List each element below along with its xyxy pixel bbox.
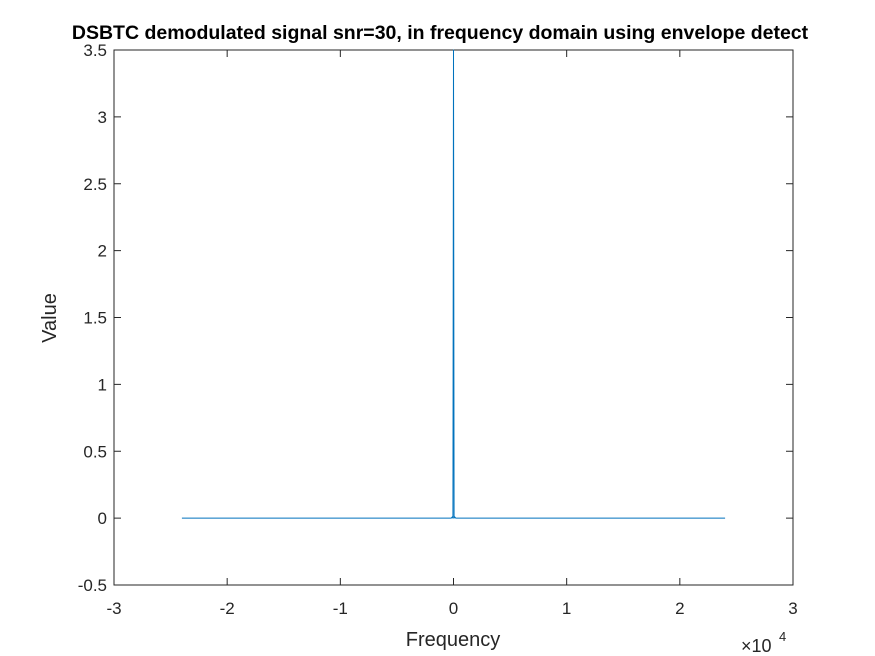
x-tick-label: 2 <box>675 599 684 618</box>
y-tick-label: 2.5 <box>83 175 107 194</box>
y-axis-label: Value <box>39 293 61 343</box>
x-tick-label: -1 <box>333 599 348 618</box>
x-tick-label: -3 <box>106 599 121 618</box>
x-tick-label: 1 <box>562 599 571 618</box>
y-tick-label: 0 <box>98 509 107 528</box>
plot-area: -0.5 0 0.5 1 1.5 2 2.5 3 3.5 -3 -2 -1 0 1 2 3 <box>78 41 798 618</box>
x-axis-ticks: -3 -2 -1 0 1 2 3 <box>106 50 798 618</box>
y-tick-label: 3 <box>98 108 107 127</box>
x-exponent-base: ×10 <box>741 636 772 656</box>
series-layer <box>181 49 726 519</box>
x-tick-label: -2 <box>220 599 235 618</box>
x-axis-exponent: ×10 4 <box>741 629 786 656</box>
x-axis-label: Frequency <box>406 629 501 651</box>
chart-title: DSBTC demodulated signal snr=30, in freq… <box>72 22 809 44</box>
x-exponent-power: 4 <box>779 629 786 644</box>
y-tick-label: 3.5 <box>83 41 107 60</box>
y-tick-label: 1 <box>98 375 107 394</box>
series-line-0 <box>181 49 726 519</box>
y-tick-label: 2 <box>98 242 107 261</box>
y-tick-label: 0.5 <box>83 442 107 461</box>
x-tick-label: 0 <box>449 599 458 618</box>
y-axis-ticks: -0.5 0 0.5 1 1.5 2 2.5 3 3.5 <box>78 41 793 595</box>
y-tick-label: -0.5 <box>78 576 107 595</box>
y-tick-label: 1.5 <box>83 309 107 328</box>
x-tick-label: 3 <box>788 599 797 618</box>
